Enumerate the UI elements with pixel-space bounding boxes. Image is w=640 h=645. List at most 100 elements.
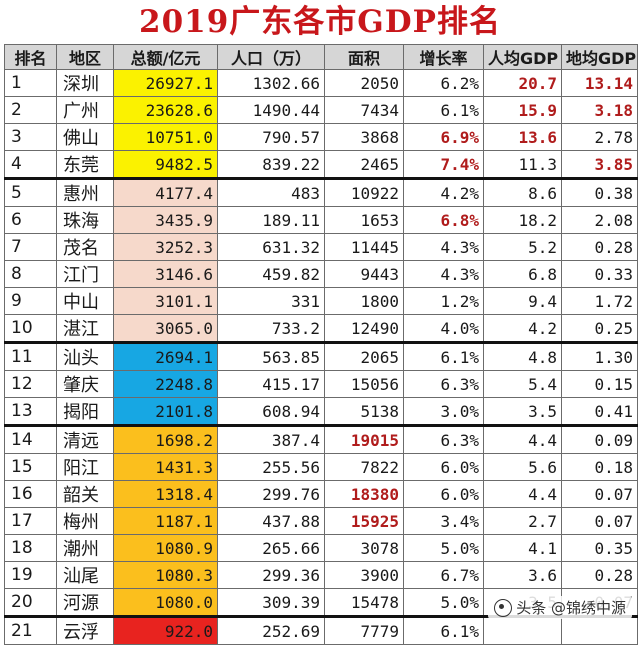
cell-growth: 6.7% [403,561,484,589]
cell-per-area: 0.41 [561,397,638,427]
cell-growth: 6.9% [403,123,484,151]
table-row: 16 韶关 1318.4 299.76 18380 6.0% 4.4 0.07 [4,480,638,508]
cell-growth: 6.2% [403,69,484,97]
table-row: 9 中山 3101.1 331 1800 1.2% 9.4 1.72 [4,287,638,315]
cell-per-cap: 9.4 [483,287,562,315]
cell-per-area: 0.07 [561,507,638,535]
cell-area: 5138 [324,397,404,427]
cell-total: 3435.9 [113,206,218,234]
cell-growth: 6.3% [403,370,484,398]
cell-per-cap: 11.3 [483,150,562,180]
cell-city: 韶关 [56,480,114,508]
header-rank: 排名 [4,44,57,70]
table-row: 8 江门 3146.6 459.82 9443 4.3% 6.8 0.33 [4,260,638,288]
cell-area: 19015 [324,425,404,454]
cell-area: 15925 [324,507,404,535]
cell-pop: 631.32 [217,233,325,261]
cell-per-cap: 4.1 [483,534,562,562]
cell-area: 12490 [324,314,404,344]
cell-total: 1080.9 [113,534,218,562]
cell-pop: 309.39 [217,588,325,618]
header-total: 总额/亿元 [113,44,218,70]
cell-rank: 4 [4,150,57,180]
cell-city: 惠州 [56,178,114,207]
cell-per-area: 2.78 [561,123,638,151]
cell-pop: 483 [217,178,325,207]
cell-city: 梅州 [56,507,114,535]
cell-rank: 10 [4,314,57,344]
cell-total: 3065.0 [113,314,218,344]
cell-growth: 4.3% [403,260,484,288]
cell-total: 10751.0 [113,123,218,151]
cell-area: 3078 [324,534,404,562]
cell-per-cap: 2.7 [483,507,562,535]
cell-area: 2065 [324,342,404,371]
cell-rank: 15 [4,453,57,481]
page-title: 2019广东各市GDP排名 [139,4,501,40]
cell-per-cap: 5.2 [483,233,562,261]
cell-per-area: 13.14 [561,69,638,97]
cell-total: 2248.8 [113,370,218,398]
cell-city: 清远 [56,425,114,454]
cell-per-cap: 4.2 [483,314,562,344]
cell-pop: 265.66 [217,534,325,562]
cell-per-cap: 5.6 [483,453,562,481]
table-row: 19 汕尾 1080.3 299.36 3900 6.7% 3.6 0.28 [4,561,638,589]
cell-total: 26927.1 [113,69,218,97]
cell-per-area: 0.38 [561,178,638,207]
cell-total: 9482.5 [113,150,218,180]
cell-per-cap: 4.8 [483,342,562,371]
cell-pop: 1490.44 [217,96,325,124]
cell-rank: 5 [4,178,57,207]
cell-growth: 7.4% [403,150,484,180]
cell-total: 4177.4 [113,178,218,207]
cell-total: 23628.6 [113,96,218,124]
cell-city: 揭阳 [56,397,114,427]
cell-growth: 6.1% [403,96,484,124]
cell-per-area: 3.85 [561,150,638,180]
cell-per-cap [483,616,562,645]
cell-total: 1080.0 [113,588,218,618]
cell-per-cap: 15.9 [483,96,562,124]
cell-total: 1431.3 [113,453,218,481]
cell-area: 1800 [324,287,404,315]
cell-pop: 1302.66 [217,69,325,97]
cell-per-area: 0.15 [561,370,638,398]
cell-pop: 189.11 [217,206,325,234]
cell-growth: 5.0% [403,588,484,618]
cell-area: 7779 [324,616,404,645]
cell-growth: 6.0% [403,480,484,508]
table-row: 10 湛江 3065.0 733.2 12490 4.0% 4.2 0.25 [4,314,638,344]
cell-per-cap: 18.2 [483,206,562,234]
table-row: 2 广州 23628.6 1490.44 7434 6.1% 15.9 3.18 [4,96,638,124]
table-row: 12 肇庆 2248.8 415.17 15056 6.3% 5.4 0.15 [4,370,638,398]
cell-total: 1080.3 [113,561,218,589]
cell-city: 汕尾 [56,561,114,589]
table-header-row: 排名 地区 总额/亿元 人口（万） 面积 增长率 人均GDP 地均GDP [4,44,638,70]
cell-total: 2101.8 [113,397,218,427]
cell-total: 1318.4 [113,480,218,508]
header-growth: 增长率 [403,44,484,70]
cell-growth: 4.0% [403,314,484,344]
cell-area: 15478 [324,588,404,618]
cell-growth: 3.0% [403,397,484,427]
cell-city: 中山 [56,287,114,315]
cell-area: 15056 [324,370,404,398]
cell-rank: 12 [4,370,57,398]
cell-growth: 5.0% [403,534,484,562]
cell-per-area [561,616,638,645]
cell-area: 3868 [324,123,404,151]
cell-city: 茂名 [56,233,114,261]
cell-per-area: 1.30 [561,342,638,371]
watermark-text: 头条 @锦绣中源 [516,599,626,617]
cell-area: 2465 [324,150,404,180]
cell-area: 2050 [324,69,404,97]
header-area: 面积 [324,44,404,70]
cell-total: 3252.3 [113,233,218,261]
cell-growth: 1.2% [403,287,484,315]
cell-total: 2694.1 [113,342,218,371]
cell-per-area: 0.25 [561,314,638,344]
cell-per-cap: 3.5 [483,397,562,427]
table-row: 1 深圳 26927.1 1302.66 2050 6.2% 20.7 13.14 [4,69,638,97]
cell-rank: 1 [4,69,57,97]
